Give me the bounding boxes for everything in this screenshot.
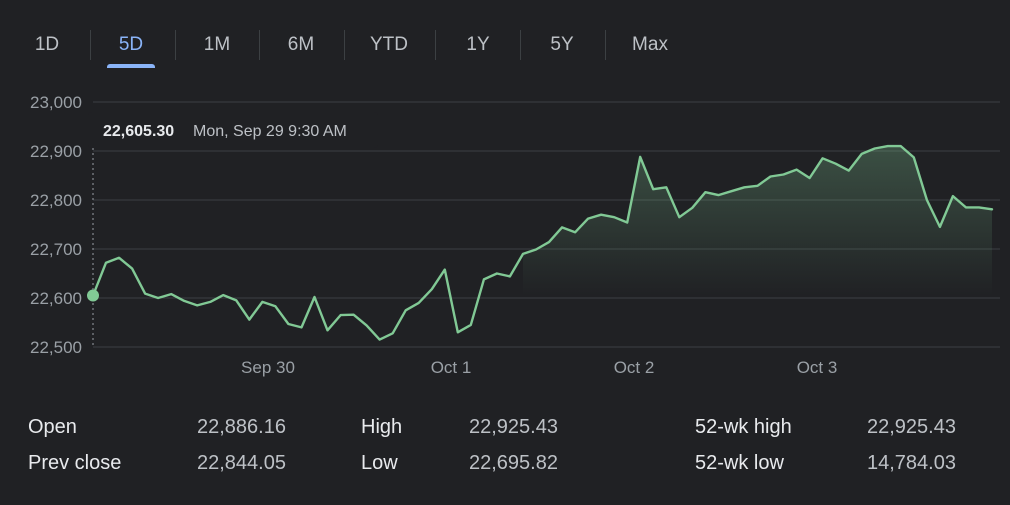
tab-separator [259, 30, 260, 60]
stat-52wk-low-label: 52-wk low [695, 452, 784, 474]
stat-52wk-high-label: 52-wk high [695, 416, 792, 438]
tab-separator [435, 30, 436, 60]
tab-6m-label: 6M [287, 34, 315, 55]
stat-52wk-high-value: 22,925.43 [867, 416, 956, 438]
y-tick-label: 22,600 [30, 289, 82, 308]
y-tick-label: 22,900 [30, 142, 82, 161]
stat-open-label: Open [28, 416, 77, 438]
x-tick-label: Sep 30 [241, 358, 295, 377]
tab-separator [344, 30, 345, 60]
hover-point [87, 289, 99, 302]
stat-prev-close-label: Prev close [28, 452, 122, 474]
tab-separator [175, 30, 176, 60]
price-line [91, 144, 994, 341]
stat-high-label: High [361, 416, 403, 438]
tab-5d[interactable]: 5D [104, 24, 158, 68]
tab-1y[interactable]: 1Y [450, 24, 506, 66]
tooltip-time: Mon, Sep 29 9:30 AM [193, 123, 347, 140]
x-tick-label: Oct 3 [797, 358, 838, 377]
stats-table: Open 22,886.16 Prev close 22,844.05 High… [0, 410, 1010, 490]
tooltip-background [88, 112, 378, 148]
range-tabs: 1D 5D 1M 6M YTD 1Y 5Y Max [0, 24, 700, 68]
tab-1d-label: 1D [34, 34, 60, 55]
stat-high-value: 22,925.43 [469, 416, 558, 438]
tab-ytd-label: YTD [370, 34, 408, 55]
stat-open-value: 22,886.16 [197, 416, 286, 438]
y-tick-label: 22,700 [30, 240, 82, 259]
y-tick-label: 23,000 [30, 93, 82, 112]
tab-ytd[interactable]: YTD [358, 24, 420, 66]
tab-5y[interactable]: 5Y [534, 24, 590, 66]
tab-1m-label: 1M [203, 34, 231, 55]
tab-max-label: Max [632, 34, 668, 55]
tooltip-value: 22,605.30 [103, 123, 174, 140]
tab-1m[interactable]: 1M [189, 24, 245, 66]
active-tab-indicator [107, 64, 155, 68]
price-chart[interactable]: 23,000 22,900 22,800 22,700 22,600 22,500 Sep… [0, 80, 1010, 390]
tab-separator [520, 30, 521, 60]
tab-5d-label: 5D [118, 34, 144, 55]
tooltip: 22,605.30 Mon, Sep 29 9:30 AM [88, 112, 378, 148]
price-area-fill [523, 146, 992, 296]
x-tick-label: Oct 2 [614, 358, 655, 377]
tab-1y-label: 1Y [466, 34, 490, 55]
tab-separator [90, 30, 91, 60]
y-tick-label: 22,500 [30, 338, 82, 357]
x-tick-label: Oct 1 [431, 358, 472, 377]
tab-1d[interactable]: 1D [20, 24, 74, 66]
stat-low-value: 22,695.82 [469, 452, 558, 474]
tab-6m[interactable]: 6M [273, 24, 329, 66]
tab-5y-label: 5Y [550, 34, 574, 55]
tab-separator [605, 30, 606, 60]
stat-prev-close-value: 22,844.05 [197, 452, 286, 474]
y-tick-label: 22,800 [30, 191, 82, 210]
stat-low-label: Low [361, 452, 398, 474]
stat-52wk-low-value: 14,784.03 [867, 452, 956, 474]
tab-max[interactable]: Max [620, 24, 680, 66]
